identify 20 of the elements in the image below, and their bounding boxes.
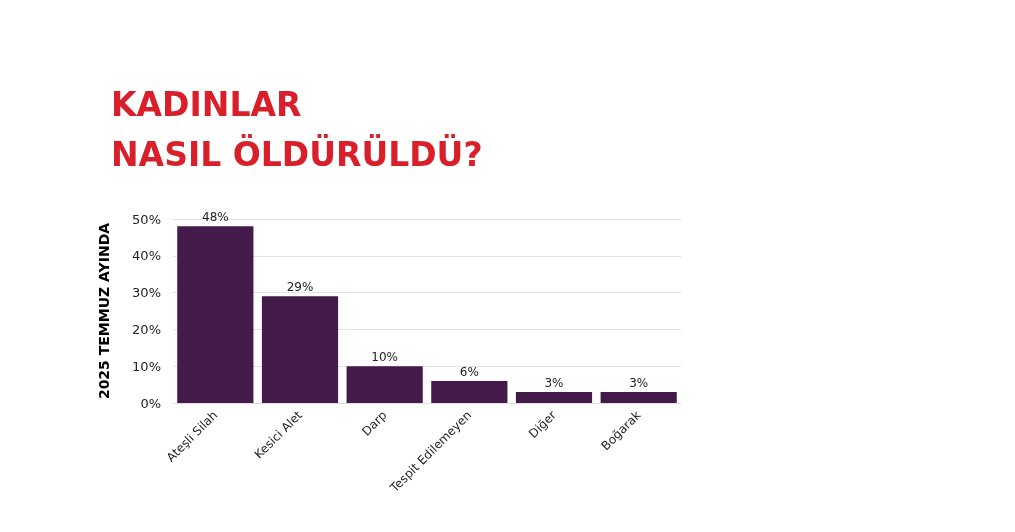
- data-label: 48%: [202, 210, 229, 225]
- bar: [515, 391, 593, 403]
- bar: [431, 380, 508, 403]
- bar: [261, 296, 339, 403]
- data-label: 3%: [544, 375, 564, 390]
- y-tick-label: 40%: [132, 248, 161, 264]
- chart-title: KADINLAR NASIL ÖLDÜRÜLDÜ?: [111, 84, 483, 174]
- y-tick-label: 30%: [132, 285, 161, 301]
- data-label: 3%: [629, 375, 649, 390]
- bar: [600, 391, 677, 403]
- y-tick-label: 10%: [132, 358, 161, 374]
- y-axis-title: 2025 TEMMUZ AYINDA: [96, 222, 112, 400]
- data-label: 29%: [286, 280, 314, 295]
- bar: [346, 366, 423, 403]
- data-label: 10%: [371, 350, 398, 365]
- y-tick-label: 20%: [132, 321, 161, 337]
- y-tick-label: 50%: [132, 211, 161, 227]
- y-tick-label: 0%: [140, 395, 161, 411]
- data-label: 6%: [459, 364, 479, 379]
- bar: [177, 226, 254, 403]
